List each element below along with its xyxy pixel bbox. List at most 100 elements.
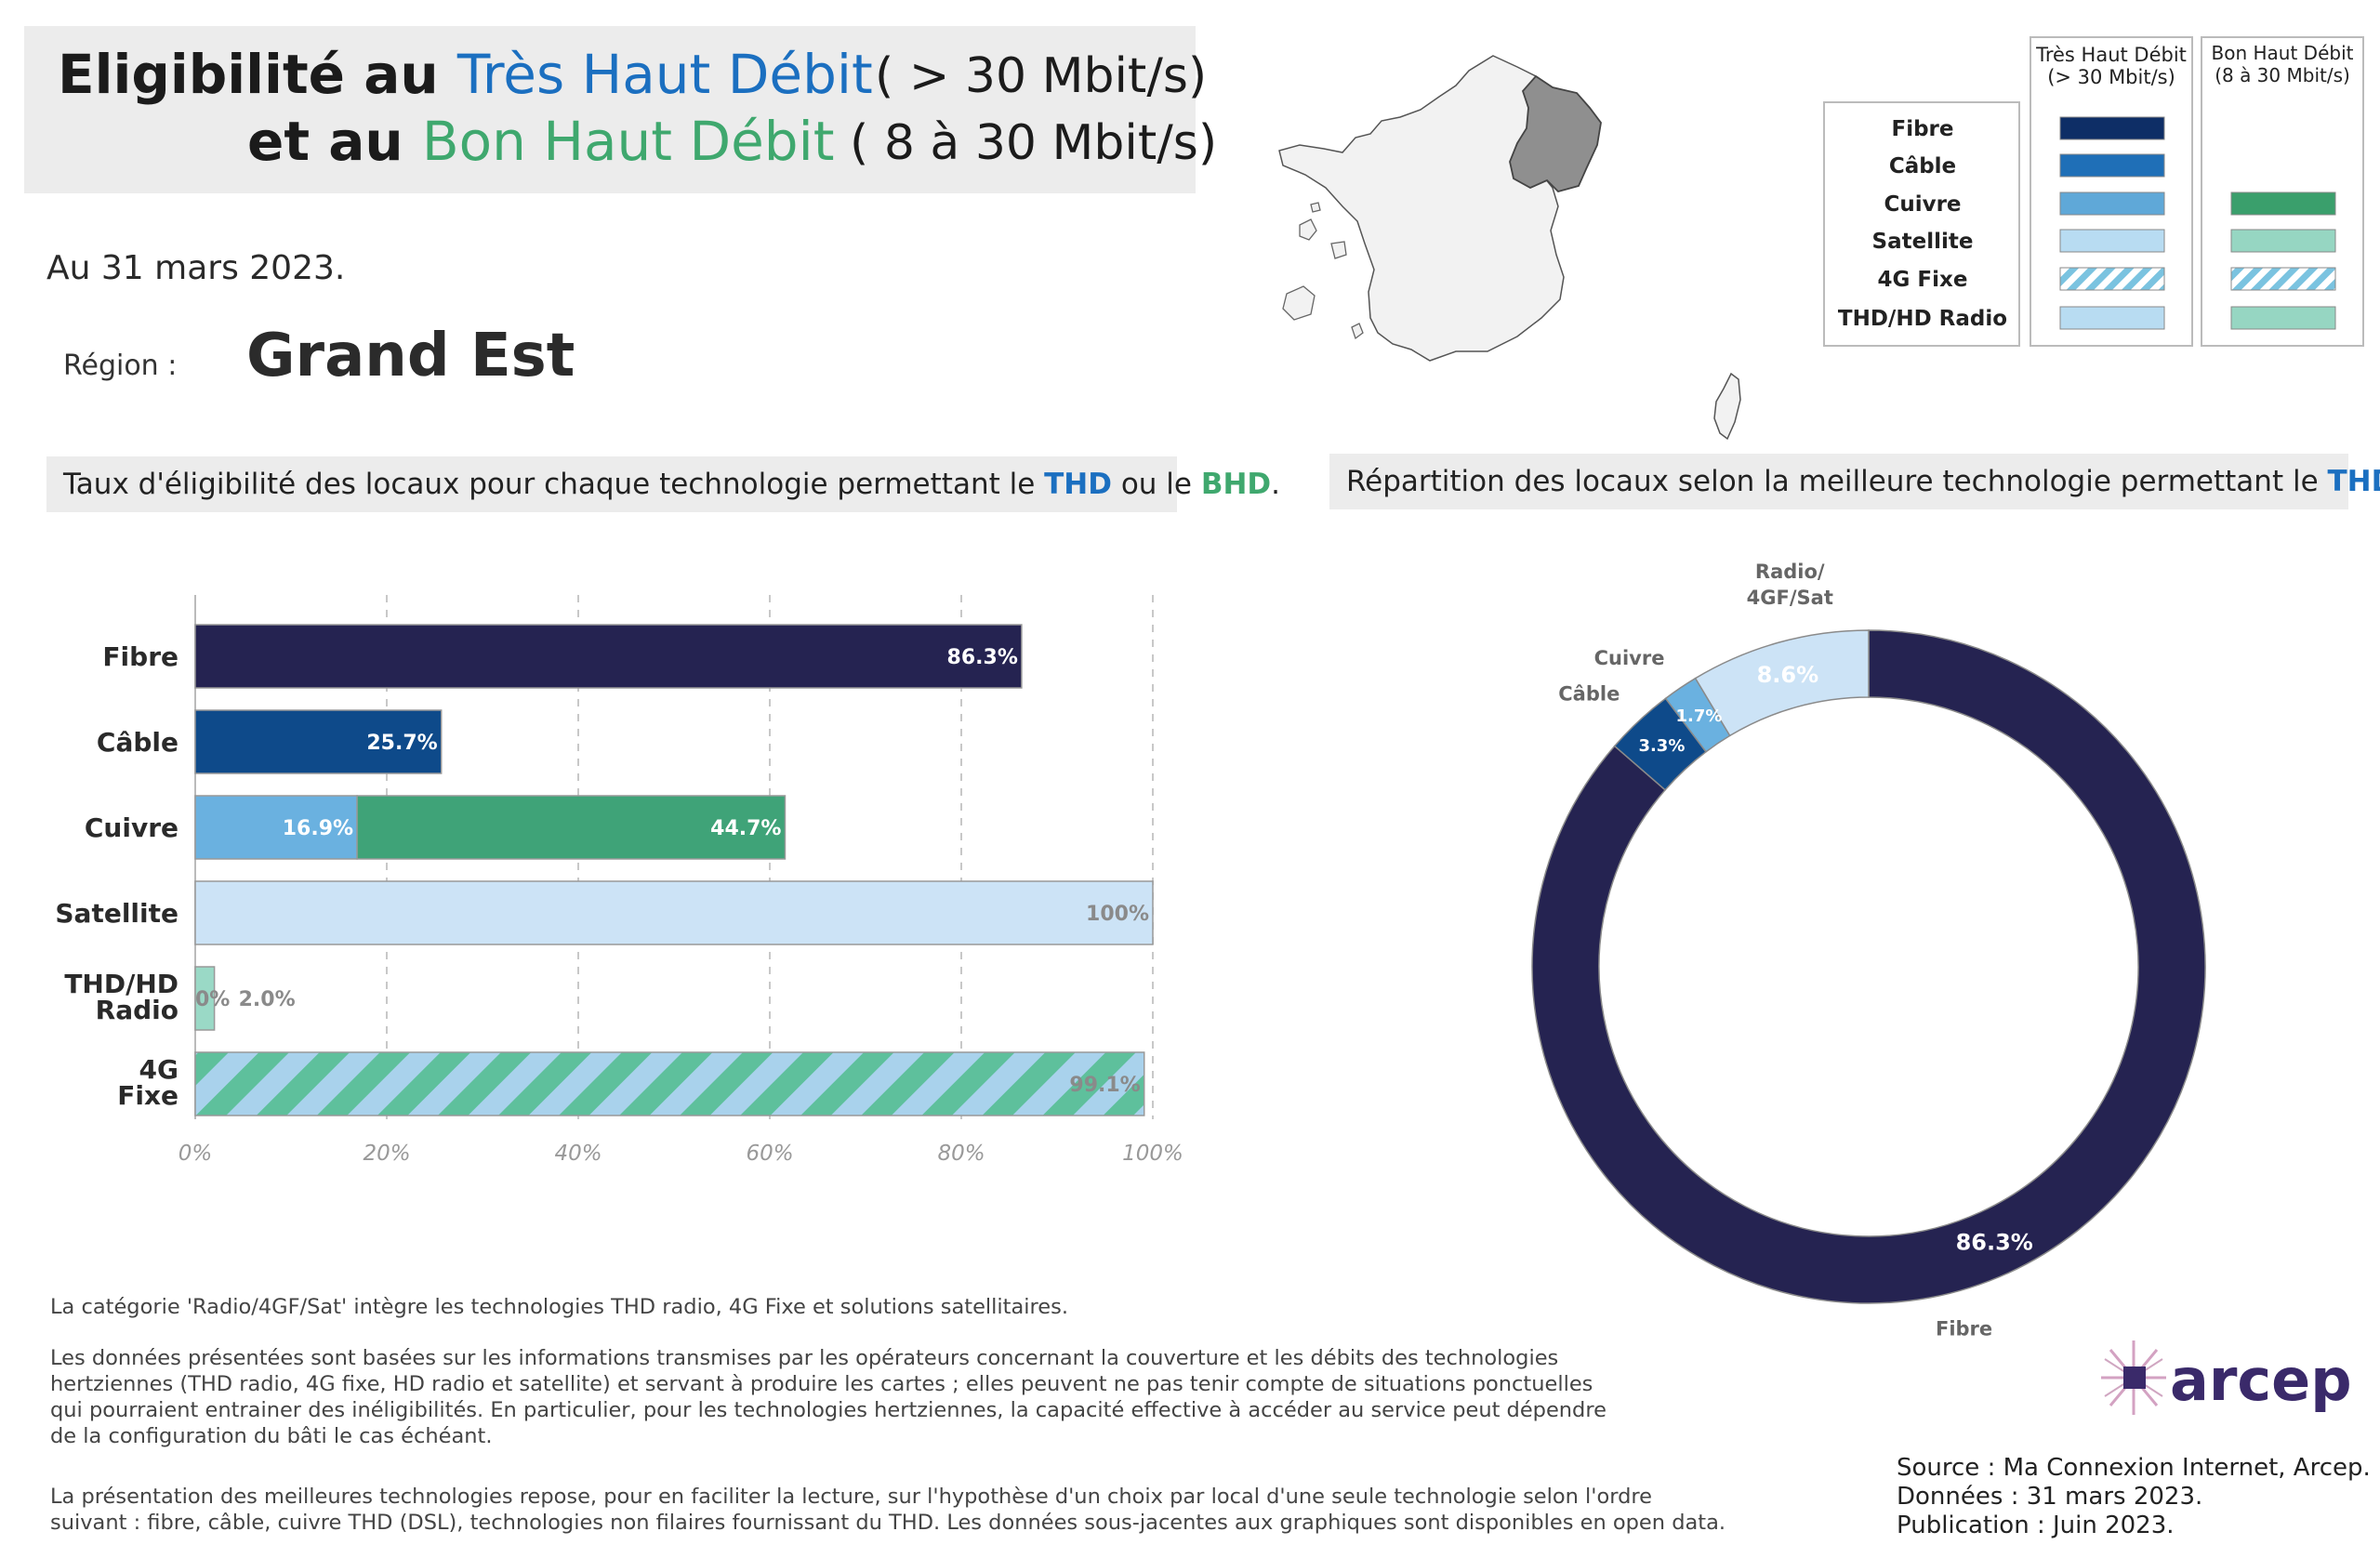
section-left-bhd: BHD [1200,468,1272,501]
bar-x-tick-label: 100% [1122,1142,1183,1166]
note-data-line-4: de la configuration du bâti le cas échéa… [50,1424,493,1448]
bar-value-label-thd: 16.9% [283,817,353,840]
donut-category-label: Câble [1558,683,1620,706]
section-header-repartition: Répartition des locaux selon la meilleur… [1329,454,2380,509]
title-thd: Très Haut Débit [456,43,873,106]
section-left-thd: THD [1044,468,1112,501]
bar-x-tick-label: 0% [178,1142,213,1166]
bar-thd [194,709,443,774]
note-data-source: Les données présentées sont basées sur l… [50,1345,1606,1449]
bar-category-label: Câble [97,727,178,758]
bar-value-label-thd: 0% [195,988,230,1011]
bar-thd [194,795,358,860]
legend-swatch-thd-cuivre [2059,191,2165,216]
bar-x-tick-label: 40% [554,1142,602,1166]
note-data-line-2: hertziennes (THD radio, 4G fixe, HD radi… [50,1372,1593,1396]
map-overseas-3 [1282,285,1316,321]
donut-category-label: Radio/4GF/Sat [1747,561,1833,609]
source-line: Source : Ma Connexion Internet, Arcep. [1897,1454,2371,1482]
legend-label-cuivre: Cuivre [1884,192,1961,217]
section-left-text: Taux d'éligibilité des locaux pour chaqu… [63,468,1036,501]
publication-line: Publication : Juin 2023. [1897,1512,2175,1539]
bar-category-label: Fibre [102,641,178,672]
bar-category-label: Cuivre [85,812,178,843]
bar-thd [194,624,1023,689]
legend-row-labels-box [1823,101,2020,347]
data-date-line: Données : 31 mars 2023. [1897,1483,2203,1511]
map-corsica [1713,372,1741,441]
title-line-1: Eligibilité au Très Haut Débit [58,43,873,106]
bar-bhd [356,795,787,860]
bar-x-tick-label: 60% [746,1142,793,1166]
legend-thd-column-box [2030,36,2193,347]
map-france-mainland [1278,55,1565,362]
bar-bhd [194,966,216,1031]
section-right-thd: THD [2327,465,2380,498]
region-label: Région : [63,350,178,382]
donut-slice [1694,629,1870,737]
legend-label-radio: THD/HD Radio [1838,307,2007,331]
arcep-logo-text: arcep [2170,1346,2352,1414]
france-map [1278,55,1741,441]
bar-value-label-thd: 99.1% [1069,1074,1140,1097]
title-range-thd: ( > 30 Mbit/s) [875,48,1208,104]
bar-value-label-bhd: 2.0% [239,988,296,1011]
legend-label-4g-fixe: 4G Fixe [1878,268,1968,292]
legend-swatch-bhd-4g-fixe [2230,267,2336,291]
donut-value-label: 8.6% [1757,662,1819,688]
legend-swatch-bhd-satellite [2230,229,2336,253]
bar-value-label-thd: 100% [1086,903,1149,926]
bar-x-tick-label: 20% [363,1142,410,1166]
legend-thd-header-1: Très Haut Débit [2035,44,2187,66]
donut-value-label: 3.3% [1638,736,1685,756]
donut-slice [1531,629,2206,1304]
note-data-line-3: qui pourraient entrainer des inéligibili… [50,1398,1606,1422]
bar-value-label-thd: 86.3% [947,646,1018,669]
section-left-end: . [1271,468,1281,501]
title-bhd: Bon Haut Débit [421,110,835,173]
bar-value-label-bhd: 44.7% [710,817,781,840]
donut-value-label: 86.3% [1956,1230,2033,1256]
bar-category-label: THD/HD Radio [64,969,178,1025]
legend-thd-header-2: (> 30 Mbit/s) [2047,66,2175,88]
map-overseas-2 [1330,241,1347,259]
legend-label-fibre: Fibre [1891,117,1953,141]
date-label: Au 31 mars 2023. [46,249,346,287]
map-overseas-1 [1299,218,1317,241]
section-left-mid: ou le [1120,468,1192,501]
eligibility-bar-chart: 0% 20% 40% 60% 80% 100% Fibre 86.3% Câble 25.7% Cu… [55,595,1183,1166]
title-banner: Eligibilité au Très Haut Débit ( > 30 Mb… [24,26,1217,193]
repartition-donut-chart: 86.3% Fibre 3.3% Câble 1.7% Cuivre 8.6% Radio/4… [1531,561,2206,1340]
note-data-line-1: Les données présentées sont basées sur l… [50,1346,1559,1370]
bar-thd [194,1051,1145,1116]
note-presentation-line-2: suivant : fibre, câble, cuivre THD (DSL)… [50,1511,1726,1535]
title-prefix-1: Eligibilité au [58,43,439,106]
note-presentation-line-1: La présentation des meilleures technolog… [50,1485,1652,1509]
arcep-logo: arcep [2101,1340,2352,1415]
legend-swatch-thd-fibre [2059,116,2165,140]
donut-category-label: Fibre [1936,1318,1992,1340]
legend-label-satellite: Satellite [1872,230,1974,254]
donut-category-label: Cuivre [1594,647,1665,669]
title-range-bhd: ( 8 à 30 Mbit/s) [850,115,1218,171]
note-category: La catégorie 'Radio/4GF/Sat' intègre les… [50,1295,1069,1319]
map-overseas-5 [1310,202,1321,213]
section-right-text: Répartition des locaux selon la meilleur… [1346,465,2319,498]
bar-x-tick-label: 80% [937,1142,985,1166]
arcep-logo-mark [2101,1340,2166,1415]
legend-swatch-bhd-cuivre [2230,191,2336,216]
legend-swatch-thd-satellite [2059,229,2165,253]
legend-bhd-column-box [2201,36,2364,347]
map-overseas-4 [1351,323,1364,340]
legend-bhd-header-1: Bon Haut Débit [2212,42,2354,64]
legend-swatch-bhd-radio [2230,306,2336,330]
legend-swatch-thd-radio [2059,306,2165,330]
donut-value-label: 1.7% [1675,706,1722,726]
title-prefix-2: et au [247,110,403,173]
bar-thd [194,880,1154,945]
legend-swatch-thd-cable [2059,153,2165,178]
legend: Très Haut Débit (> 30 Mbit/s) Bon Haut D… [1823,36,2364,347]
bar-value-label-thd: 25.7% [366,732,437,755]
bar-category-label: 4G Fixe [117,1054,178,1111]
title-line-2: et au Bon Haut Débit [247,110,834,173]
